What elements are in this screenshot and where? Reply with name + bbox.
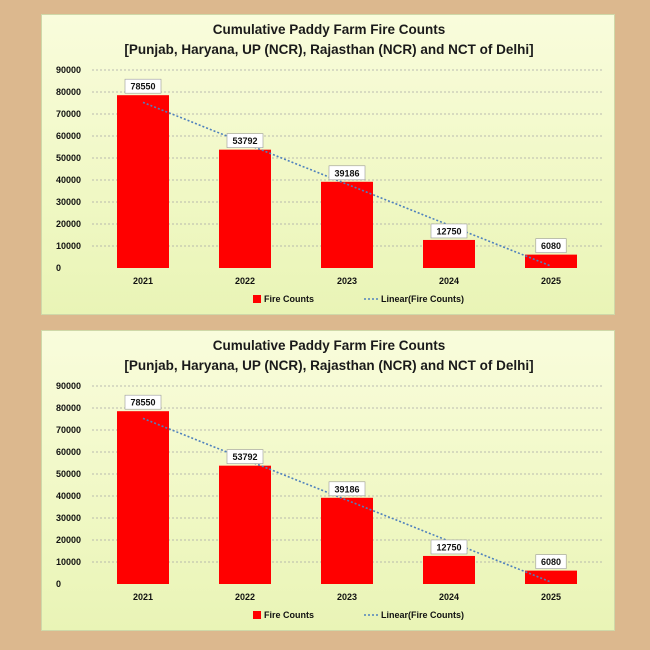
chart-1-x-tick-label: 2025	[541, 592, 561, 602]
chart-0-y-tick-label: 70000	[56, 109, 81, 119]
chart-0-data-label-box	[328, 165, 366, 181]
chart-1-trendline	[142, 417, 552, 583]
chart-0-x-tick-label: 2022	[235, 276, 255, 286]
chart-0-bar-2023	[321, 181, 373, 268]
chart-0-y-tick-label: 20000	[56, 219, 81, 229]
chart-svg-top: Cumulative Paddy Farm Fire Counts [Punjab…	[56, 22, 602, 304]
chart-0-bar-2021	[117, 95, 169, 268]
chart-0-y-tick-label: 40000	[56, 175, 81, 185]
chart-1-bar-2021	[117, 411, 169, 584]
chart-1-legend-label-bars: Fire Counts	[264, 610, 314, 620]
chart-1-x-tick-label: 2024	[439, 592, 459, 602]
chart-1-data-label-box	[535, 554, 567, 569]
chart-panel-top: Cumulative Paddy Farm Fire Counts [Punjab…	[41, 14, 615, 315]
chart-1-data-label: 6080	[541, 557, 561, 567]
chart-1-x-tick-label: 2023	[337, 592, 357, 602]
chart-0-y-tick-label: 30000	[56, 197, 81, 207]
chart-0-y-tick-label: 0	[56, 263, 61, 273]
chart-1-y-tick-label: 50000	[56, 469, 81, 479]
chart-0-data-label-box	[124, 78, 162, 94]
chart-0-legend-label-bars: Fire Counts	[264, 294, 314, 304]
chart-0-x-tick-label: 2024	[439, 276, 459, 286]
chart-1-y-tick-label: 40000	[56, 491, 81, 501]
chart-1-y-tick-label: 30000	[56, 513, 81, 523]
chart-svg-bottom: Cumulative Paddy Farm Fire Counts [Punjab…	[56, 338, 602, 620]
chart-1-x-tick-label: 2022	[235, 592, 255, 602]
chart-0-bar-2025	[525, 254, 577, 268]
chart-0-data-label-box	[226, 133, 264, 148]
chart-panel-bottom: Cumulative Paddy Farm Fire Counts [Punjab…	[41, 330, 615, 631]
chart-0-y-tick-label: 50000	[56, 153, 81, 163]
chart-0-data-label-box	[430, 223, 468, 239]
chart-0-x-tick-label: 2025	[541, 276, 561, 286]
chart-0-y-tick-label: 60000	[56, 131, 81, 141]
chart-1-title: Cumulative Paddy Farm Fire Counts	[213, 338, 446, 353]
chart-1-data-label: 78550	[130, 398, 155, 408]
chart-0-legend-swatch-bars	[253, 295, 261, 303]
chart-1-bar-2024	[423, 555, 475, 584]
chart-0-x-tick-label: 2021	[133, 276, 153, 286]
chart-1-subtitle: [Punjab, Haryana, UP (NCR), Rajasthan (N…	[124, 358, 533, 373]
chart-0-data-label: 6080	[541, 241, 561, 251]
chart-0-subtitle: [Punjab, Haryana, UP (NCR), Rajasthan (N…	[124, 42, 533, 57]
chart-1-data-label: 53792	[232, 452, 257, 462]
chart-1-y-tick-label: 10000	[56, 557, 81, 567]
chart-1-y-tick-label: 90000	[56, 381, 81, 391]
chart-1-y-tick-label: 20000	[56, 535, 81, 545]
chart-1-legend-swatch-bars	[253, 611, 261, 619]
chart-1-data-label-box	[430, 539, 468, 555]
chart-0-x-tick-label: 2023	[337, 276, 357, 286]
chart-1-y-tick-label: 70000	[56, 425, 81, 435]
chart-0-data-label: 78550	[130, 82, 155, 92]
chart-0-bar-2022	[219, 149, 271, 268]
chart-0-data-label: 12750	[436, 226, 461, 236]
chart-1-data-label-box	[328, 481, 366, 497]
chart-1-x-tick-label: 2021	[133, 592, 153, 602]
chart-0-y-tick-label: 10000	[56, 241, 81, 251]
chart-0-trendline	[142, 101, 552, 267]
chart-0-data-label: 53792	[232, 136, 257, 146]
chart-1-data-label: 39186	[334, 484, 359, 494]
chart-1-bar-2025	[525, 570, 577, 584]
chart-1-bar-2023	[321, 497, 373, 584]
chart-0-data-label-box	[535, 238, 567, 253]
chart-0-y-tick-label: 90000	[56, 65, 81, 75]
chart-1-bar-2022	[219, 465, 271, 584]
chart-1-y-tick-label: 0	[56, 579, 61, 589]
chart-1-data-label: 12750	[436, 542, 461, 552]
chart-1-data-label-box	[226, 449, 264, 464]
chart-1-y-tick-label: 80000	[56, 403, 81, 413]
chart-1-y-tick-label: 60000	[56, 447, 81, 457]
chart-0-bar-2024	[423, 239, 475, 268]
chart-0-title: Cumulative Paddy Farm Fire Counts	[213, 22, 446, 37]
chart-1-legend-label-trend: Linear(Fire Counts)	[381, 610, 464, 620]
chart-0-data-label: 39186	[334, 168, 359, 178]
chart-0-legend-label-trend: Linear(Fire Counts)	[381, 294, 464, 304]
chart-0-y-tick-label: 80000	[56, 87, 81, 97]
chart-1-data-label-box	[124, 394, 162, 410]
